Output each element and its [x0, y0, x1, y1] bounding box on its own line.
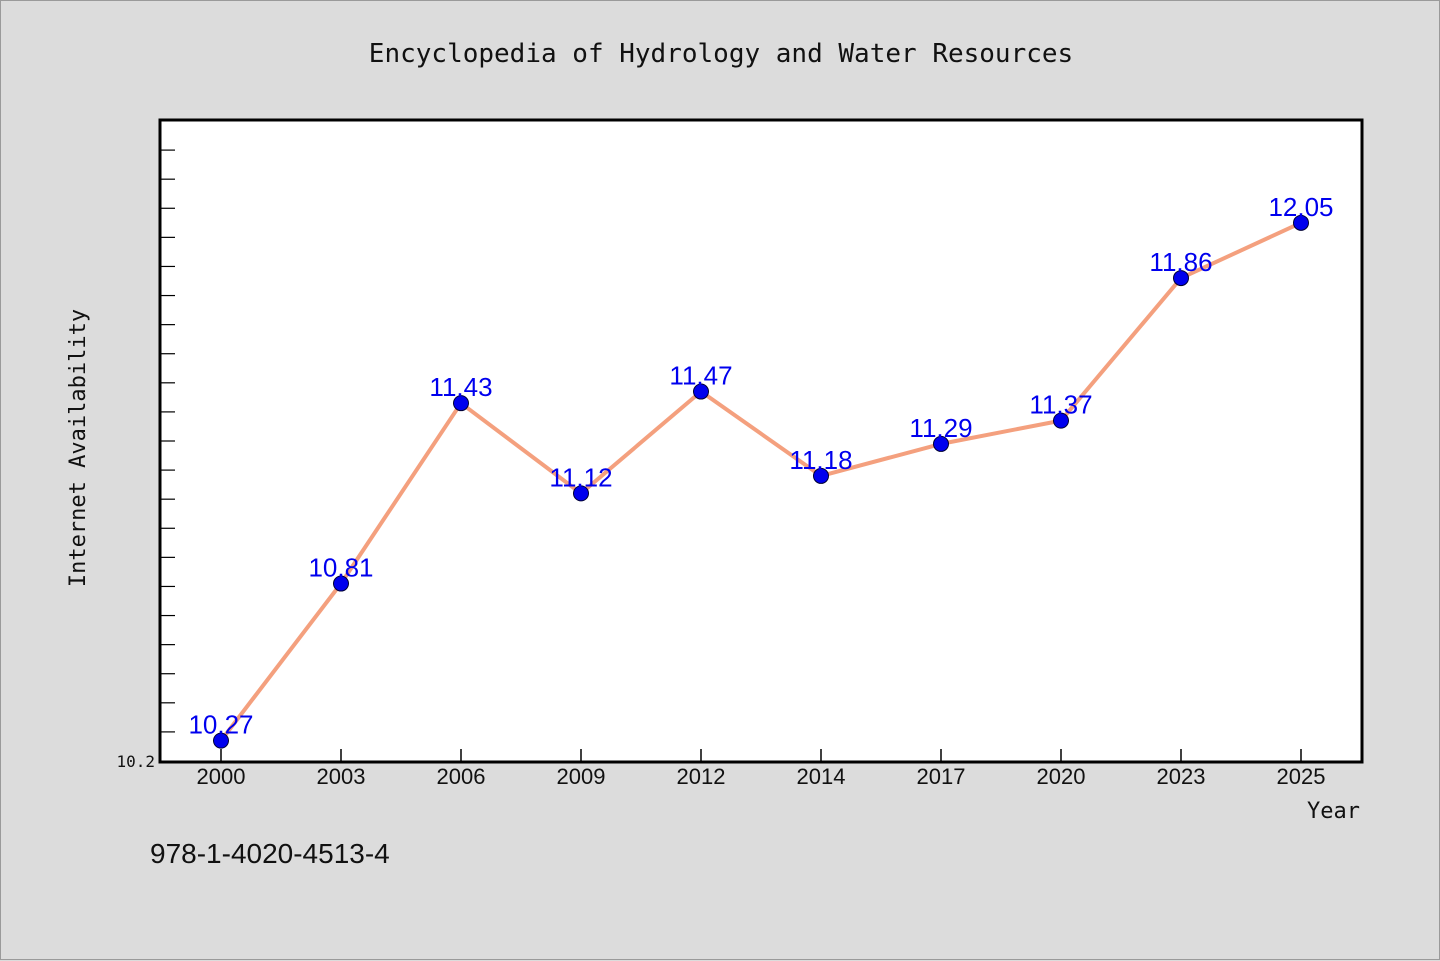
data-point: [933, 435, 949, 452]
data-point: [453, 395, 469, 412]
data-point: [333, 575, 349, 592]
x-tick-label: 2006: [437, 764, 486, 789]
data-label: 11.37: [1029, 390, 1092, 420]
data-label: 10.27: [188, 710, 253, 740]
data-label: 11.12: [549, 462, 612, 492]
data-point: [213, 732, 229, 749]
x-axis-label: Year: [1307, 799, 1360, 824]
data-label: 11.29: [909, 413, 972, 443]
chart-title: Encyclopedia of Hydrology and Water Reso…: [369, 39, 1073, 69]
x-tick-label: 2023: [1157, 764, 1206, 789]
data-point: [1053, 412, 1069, 429]
series-line: [219, 220, 1303, 743]
x-tick-label: 2014: [797, 764, 846, 789]
data-label: 11.47: [669, 361, 732, 391]
data-label: 11.43: [429, 372, 492, 402]
x-tick-label: 2009: [557, 764, 606, 789]
x-axis-tick-labels: 2000 2003 2006 2009 2012 2014 2017 2020 2023 2025: [197, 764, 1326, 789]
data-markers: [213, 214, 1309, 749]
plot-area: [158, 118, 1364, 764]
x-tick-label: 2017: [917, 764, 966, 789]
data-point: [1173, 270, 1189, 287]
x-axis-ticks: [220, 749, 1302, 761]
x-tick-label: 2020: [1037, 764, 1086, 789]
x-tick-label: 2012: [677, 764, 726, 789]
footer-isbn: 978-1-4020-4513-4: [150, 838, 390, 869]
data-labels: 10.27 10.81 11.43 11.12 11.47 11.18 11.29 11.37…: [188, 192, 1333, 740]
data-point: [573, 485, 589, 502]
data-label: 10.81: [308, 553, 373, 583]
data-point: [1293, 214, 1309, 231]
data-label: 12.05: [1268, 192, 1333, 222]
data-point: [693, 383, 709, 400]
x-tick-label: 2025: [1277, 764, 1326, 789]
data-point: [813, 467, 829, 484]
x-tick-label: 2000: [197, 764, 246, 789]
data-label: 11.18: [789, 445, 852, 475]
series-lines: [219, 220, 1303, 743]
data-label: 11.86: [1149, 247, 1212, 277]
x-tick-label: 2003: [317, 764, 366, 789]
y-axis-ticks: [161, 149, 175, 733]
y-axis-tick-labels: 10.2: [116, 752, 155, 771]
y-axis-label: Internet Availability: [66, 309, 91, 587]
y-tick-label: 10.2: [116, 752, 155, 771]
